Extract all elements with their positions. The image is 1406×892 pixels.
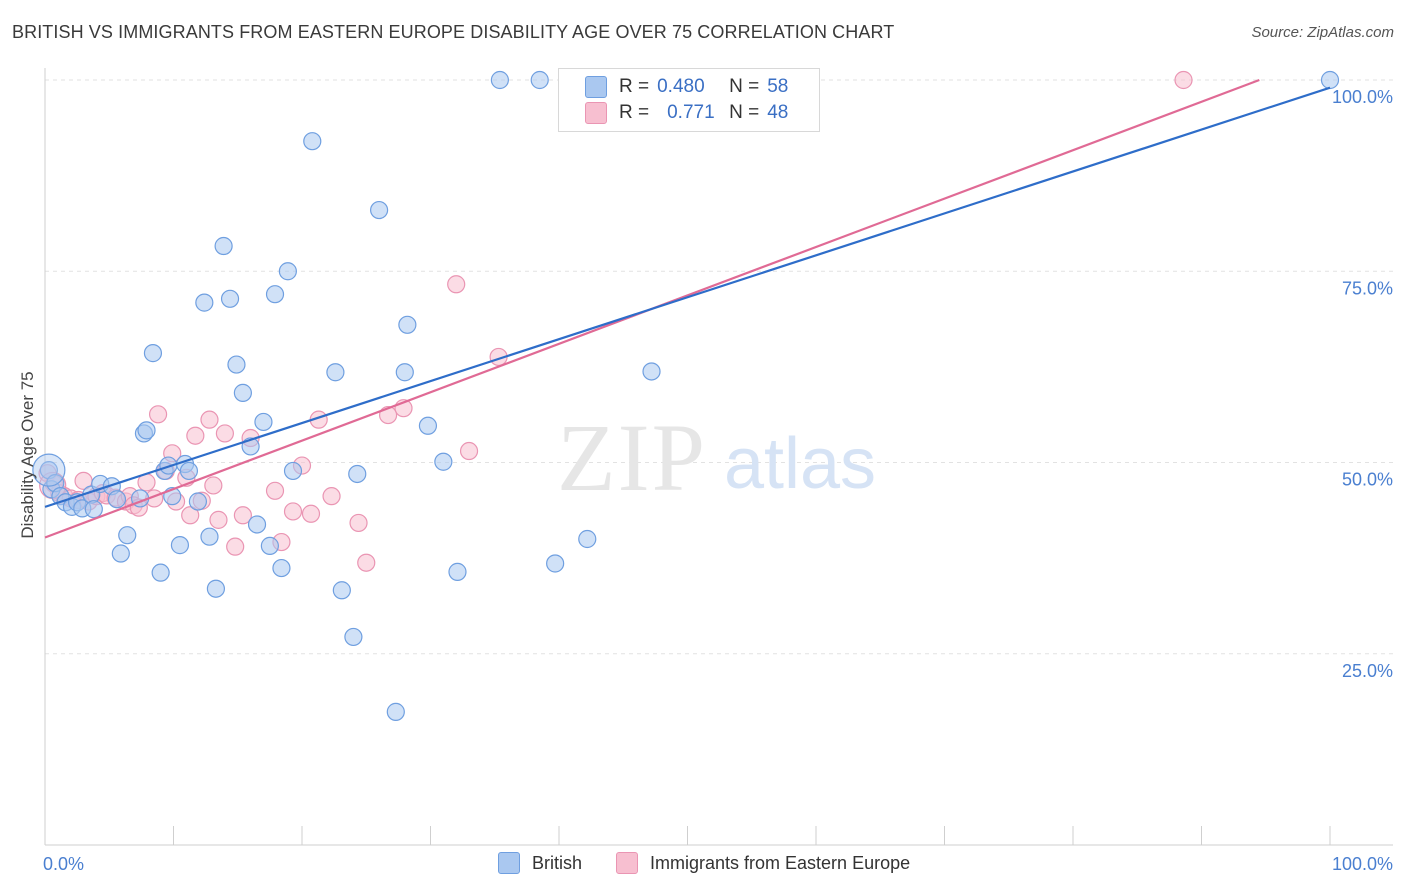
british-point [143, 344, 163, 363]
trend-lines [44, 78, 1331, 539]
british-point [386, 702, 405, 721]
series-british-points [32, 70, 1340, 721]
british-point [137, 421, 156, 440]
legend-n-label: N = [729, 76, 760, 97]
y-tick-label: 50.0% [1342, 470, 1393, 490]
british-point [227, 355, 246, 374]
british-point [530, 70, 549, 90]
immigrants-point [148, 405, 168, 424]
british-point [283, 461, 303, 481]
british-point [490, 70, 509, 90]
immigrants-point [233, 506, 252, 525]
chart-title: BRITISH VS IMMIGRANTS FROM EASTERN EUROP… [12, 22, 895, 42]
legend-r-immigrants: 0.771 [667, 102, 715, 123]
british-point [107, 490, 127, 509]
legend-r-label: R = [619, 76, 650, 97]
british-point [254, 412, 273, 432]
immigrants-point [459, 441, 479, 461]
correlation-legend: R = 0.480 N = 58 R = 0.771 N = 48 [558, 68, 820, 132]
y-tick-label: 75.0% [1342, 278, 1393, 298]
british-point [206, 579, 226, 598]
british-point [303, 132, 322, 151]
immigrants-point [181, 506, 200, 525]
immigrants-point [215, 424, 234, 443]
british-point [418, 416, 438, 435]
british-point [332, 581, 351, 600]
british-point [578, 529, 597, 549]
british-point [179, 461, 199, 481]
bottom-legend-british: British [532, 852, 583, 873]
british-point [233, 383, 252, 402]
british-point [265, 285, 285, 304]
axis-layer [44, 68, 1393, 846]
british-point [170, 536, 190, 555]
british-point [151, 563, 170, 582]
immigrants-point [200, 410, 219, 429]
bottom-legend-immigrants: Immigrants from Eastern Europe [650, 852, 911, 873]
british-point [200, 527, 219, 546]
y-axis-label: Disability Age Over 75 [18, 371, 37, 539]
legend-swatch-british [585, 76, 607, 98]
immigrants-point [186, 426, 205, 445]
british-point [214, 236, 233, 256]
legend-row-british: R = 0.480 N = 58 [585, 75, 788, 99]
british-point [188, 492, 208, 511]
bottom-legend-swatch-british [498, 852, 520, 874]
legend-r-label: R = [619, 102, 650, 123]
bottom-legend: British Immigrants from Eastern Europe [498, 852, 910, 874]
x-tick-label: 0.0% [43, 854, 84, 874]
watermark: ZIP atlas [557, 404, 876, 511]
legend-n-immigrants: 48 [767, 102, 789, 123]
british-point [84, 500, 103, 519]
watermark-atlas: atlas [724, 424, 876, 504]
legend-swatch-immigrants [585, 102, 607, 124]
immigrants-point [265, 481, 285, 500]
legend-n-label: N = [729, 102, 760, 123]
british-point [118, 526, 137, 545]
british-point [220, 289, 240, 308]
british-point [448, 562, 467, 581]
british-point [260, 536, 279, 555]
watermark-zip: ZIP [557, 404, 707, 511]
british-point [434, 452, 453, 471]
british-point [195, 293, 214, 312]
british-point [546, 554, 565, 573]
british-point [272, 558, 291, 578]
british-point [348, 464, 367, 484]
immigrants-point [301, 504, 321, 523]
immigrants-point [1174, 70, 1193, 90]
y-tick-label: 100.0% [1332, 87, 1393, 107]
immigrants-point [349, 513, 368, 533]
immigrants-point [357, 553, 376, 572]
british-point [247, 515, 267, 534]
y-tick-label: 25.0% [1342, 661, 1393, 681]
legend-n-british: 58 [767, 76, 789, 97]
legend-row-immigrants: R = 0.771 N = 48 [585, 101, 788, 125]
grid-layer [45, 79, 1393, 655]
source-credit: Source: ZipAtlas.com [1251, 24, 1394, 41]
immigrants-point [226, 537, 245, 556]
british-point [370, 200, 389, 220]
bottom-legend-swatch-immigrants [616, 852, 639, 874]
immigrants-point [322, 487, 341, 506]
british-trend-line [44, 86, 1331, 508]
legend-r-british: 0.480 [657, 76, 705, 97]
british-point [326, 363, 345, 382]
british-point [344, 627, 363, 647]
immigrants-point [204, 476, 223, 495]
british-point [642, 362, 661, 381]
immigrants-point [447, 275, 466, 294]
x-tick-label: 100.0% [1332, 854, 1393, 874]
immigrants-point [209, 510, 228, 529]
tick-labels: 25.0% 50.0% 75.0% 100.0% 0.0% 100.0% [43, 87, 1393, 874]
british-point [395, 363, 414, 382]
british-point [278, 262, 297, 281]
immigrants-point [283, 502, 303, 521]
british-point [1320, 70, 1340, 90]
british-point [398, 315, 417, 334]
british-point [111, 544, 130, 563]
british-point-large [32, 453, 66, 487]
